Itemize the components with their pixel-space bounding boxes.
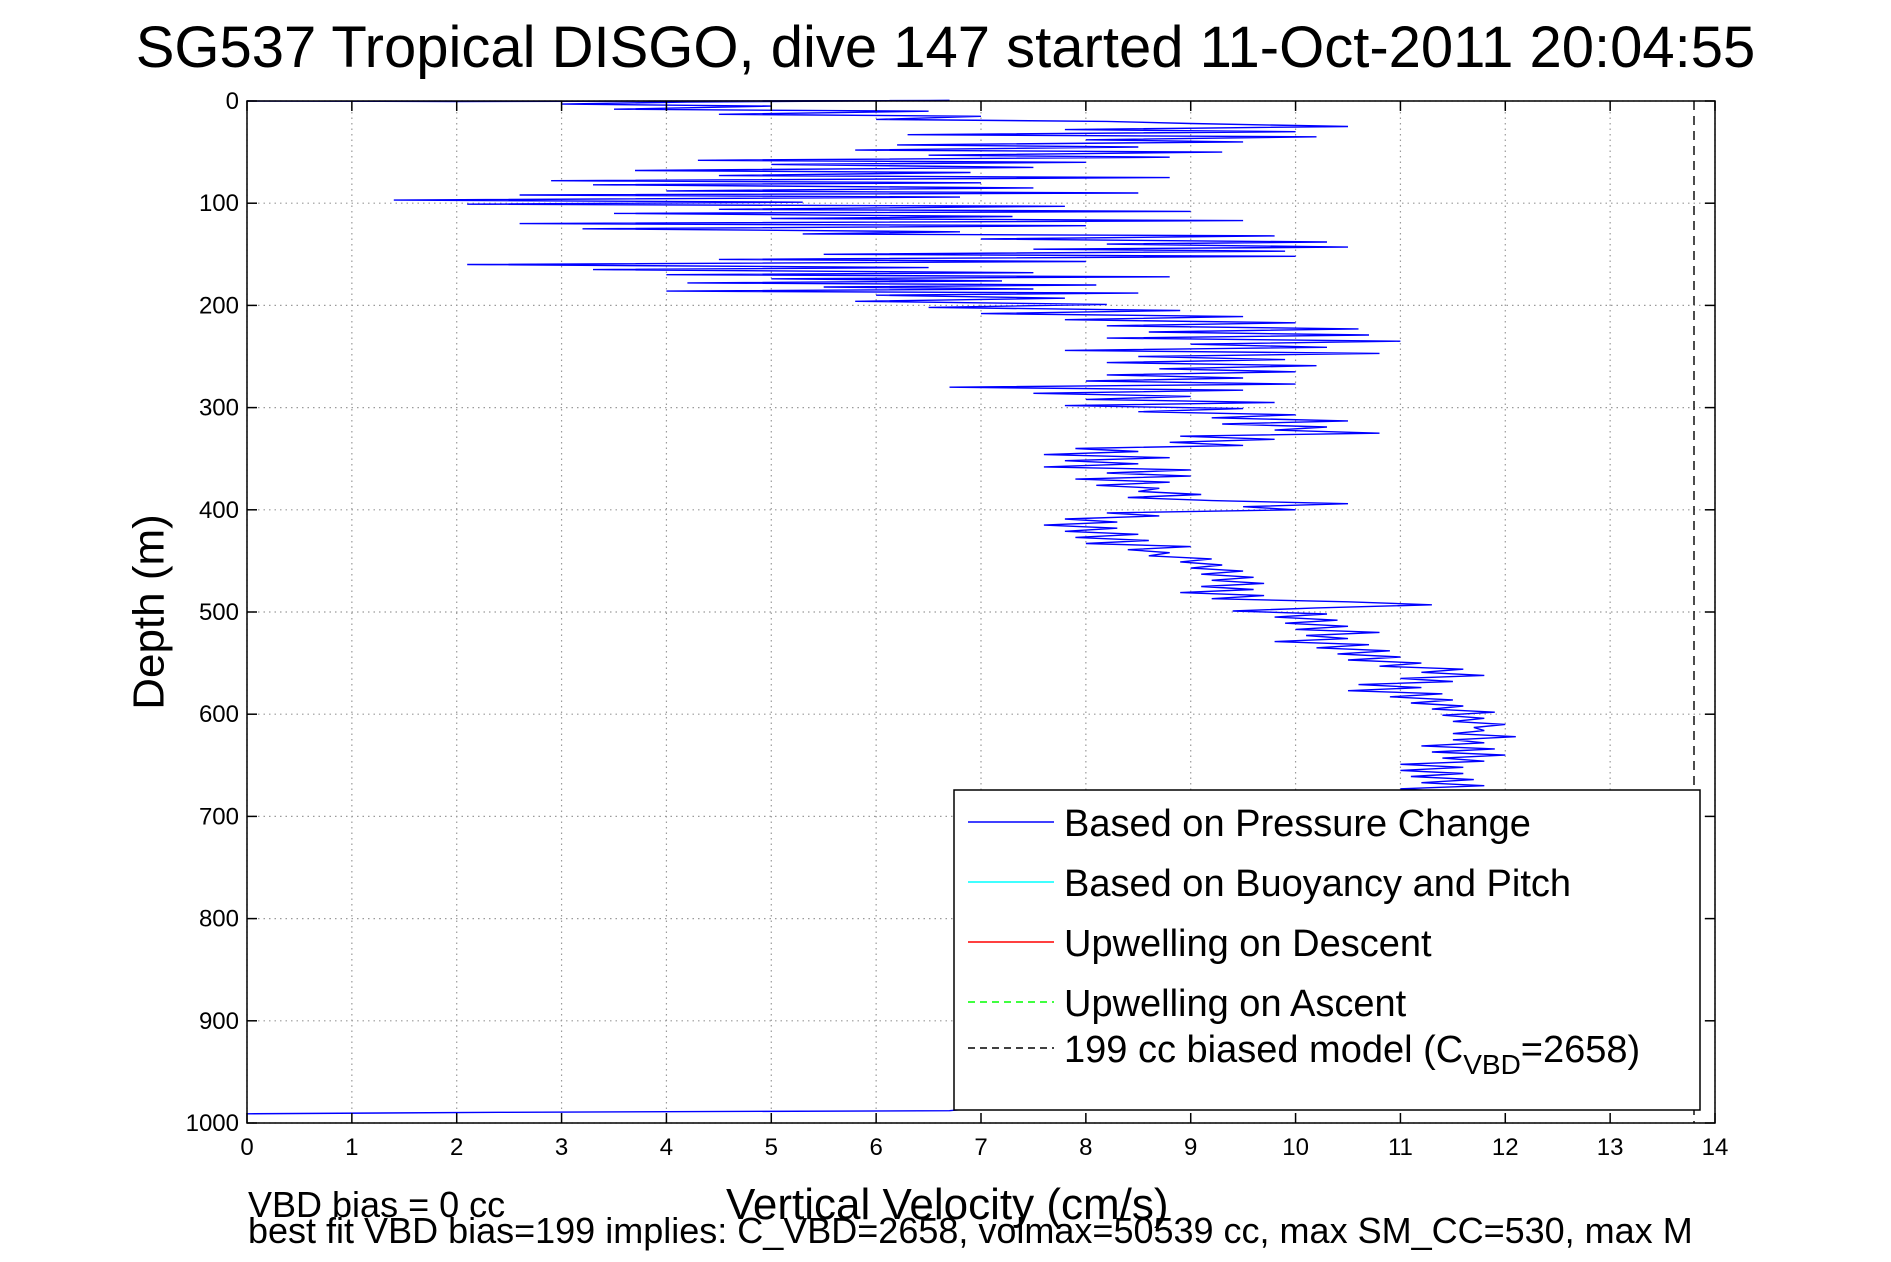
best-fit-note: best fit VBD bias=199 implies: C_VBD=265… — [248, 1210, 1693, 1251]
legend-label-text: 199 cc biased model (C — [1064, 1029, 1463, 1071]
legend-label-text: Based on Pressure Change — [1064, 803, 1531, 845]
x-tick-label: 11 — [1388, 1134, 1413, 1161]
x-tick-label: 12 — [1492, 1134, 1519, 1161]
axes-ticks: 0 1 2 3 4 5 6 7 8 9 10 11 12 13 1401002003004005006007… — [186, 88, 1729, 1161]
x-tick-label: 5 — [765, 1134, 778, 1161]
legend-label: Upwelling on Descent — [1064, 923, 1432, 965]
legend-label: Based on Buoyancy and Pitch — [1064, 863, 1571, 905]
y-tick-label: 300 — [199, 395, 239, 422]
chart-title: SG537 Tropical DISGO, dive 147 started 1… — [135, 15, 1756, 80]
y-axis-label: Depth (m) — [125, 514, 174, 710]
x-tick-label: 4 — [660, 1134, 673, 1161]
x-tick-label: 10 — [1282, 1134, 1309, 1161]
legend-label: Upwelling on Ascent — [1064, 983, 1407, 1025]
x-tick-label: 14 — [1702, 1134, 1729, 1161]
x-tick-label: 13 — [1597, 1134, 1624, 1161]
y-tick-label: 500 — [199, 599, 239, 626]
x-tick-label: 2 — [450, 1134, 463, 1161]
legend-label-subscript: VBD — [1463, 1049, 1521, 1080]
y-tick-label: 900 — [199, 1008, 239, 1035]
x-tick-label: 7 — [974, 1134, 987, 1161]
legend-label-text: Based on Buoyancy and Pitch — [1064, 863, 1571, 905]
y-tick-label: 700 — [199, 803, 239, 830]
vbd-bias-note: VBD bias = 0 cc — [248, 1184, 506, 1225]
y-tick-label: 200 — [199, 292, 239, 319]
legend-label: 199 cc biased model (CVBD=2658) — [1064, 1029, 1640, 1080]
y-tick-label: 800 — [199, 906, 239, 933]
x-tick-label: 3 — [555, 1134, 568, 1161]
x-tick-label: 1 — [345, 1134, 358, 1161]
x-tick-label: 8 — [1079, 1134, 1092, 1161]
x-tick-label: 9 — [1184, 1134, 1197, 1161]
legend: Based on Pressure Change Based on Buoyanc… — [953, 789, 1701, 1111]
x-axis-label: Vertical Velocity (cm/s) — [726, 1180, 1169, 1229]
x-tick-label: 6 — [869, 1134, 882, 1161]
legend-label-text: Upwelling on Descent — [1064, 923, 1432, 965]
y-tick-label: 0 — [226, 88, 239, 115]
legend-box — [953, 789, 1701, 1111]
x-tick-label: 0 — [240, 1134, 253, 1161]
y-tick-label: 100 — [199, 190, 239, 217]
legend-label: Based on Pressure Change — [1064, 803, 1531, 845]
y-tick-label: 400 — [199, 497, 239, 524]
legend-label-text: Upwelling on Ascent — [1064, 983, 1407, 1025]
y-tick-label: 600 — [199, 701, 239, 728]
legend-label-suffix: =2658) — [1521, 1029, 1640, 1071]
y-tick-label: 1000 — [186, 1110, 239, 1137]
